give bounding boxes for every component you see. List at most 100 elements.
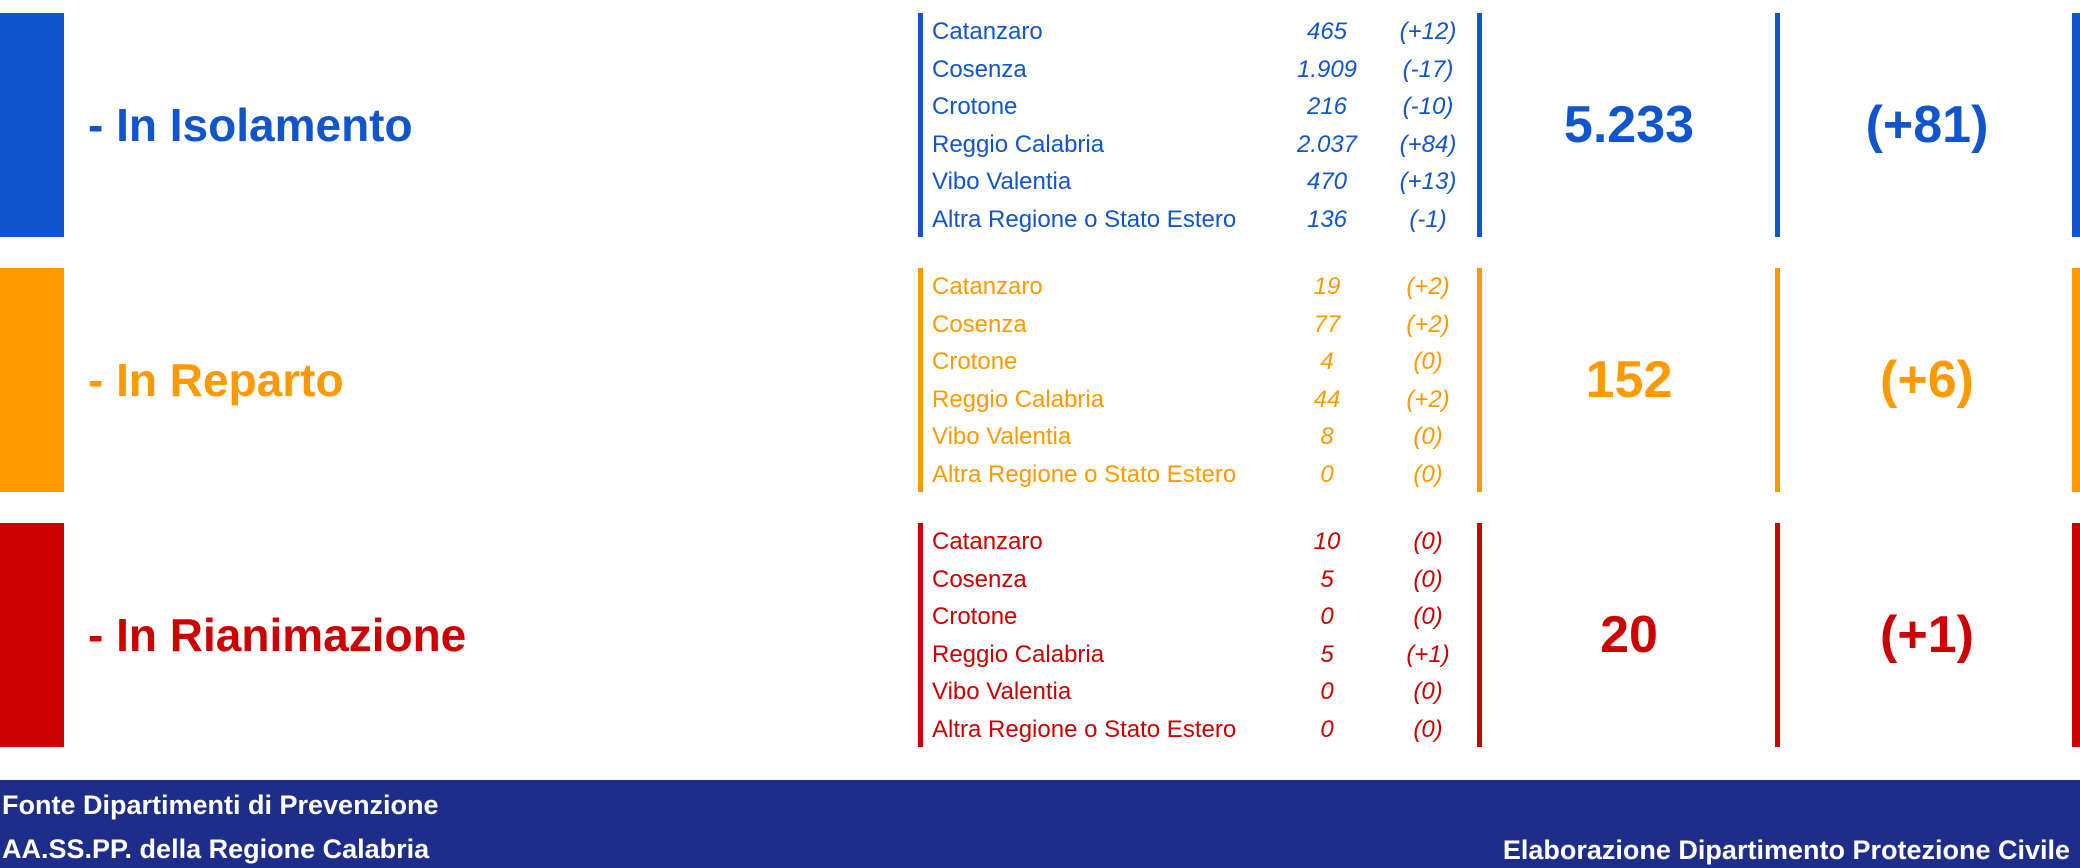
- footer: Fonte Dipartimenti di Prevenzione AA.SS.…: [0, 780, 2080, 868]
- section-title: - In Reparto: [88, 354, 344, 406]
- province-name: Cosenza: [932, 55, 1027, 83]
- table-left-border: [918, 13, 923, 237]
- table-row: Catanzaro 10 (0): [932, 523, 1472, 561]
- province-table: Catanzaro 465 (+12) Cosenza 1.909 (-17) …: [932, 13, 1472, 239]
- province-value: 465: [1306, 18, 1348, 45]
- section-total-delta: (+81): [1865, 96, 1989, 154]
- table-row: Crotone 0 (0): [932, 598, 1472, 636]
- province-name: Vibo Valentia: [932, 423, 1072, 451]
- table-row: Catanzaro 465 (+12): [932, 13, 1472, 51]
- province-delta: (+12): [1399, 18, 1457, 45]
- section-2: - In Rianimazione Catanzaro 10 (0) Cosen…: [0, 523, 2080, 747]
- table-right-border: [1477, 13, 1482, 237]
- total-divider: [1775, 523, 1780, 747]
- province-value: 5: [1320, 640, 1334, 668]
- table-row: Crotone 4 (0): [932, 343, 1472, 381]
- province-delta: (+1): [1406, 640, 1450, 668]
- section-total: 20: [1600, 606, 1658, 664]
- total-divider: [1775, 13, 1780, 237]
- province-value: 4: [1320, 348, 1334, 376]
- color-bar: [0, 523, 64, 747]
- province-value: 0: [1320, 603, 1334, 631]
- province-table: Catanzaro 19 (+2) Cosenza 77 (+2) Croton…: [932, 268, 1472, 494]
- table-row: Cosenza 77 (+2): [932, 306, 1472, 344]
- province-delta: (-10): [1402, 93, 1454, 121]
- province-delta: (+13): [1399, 168, 1457, 196]
- province-name: Catanzaro: [932, 18, 1043, 45]
- table-left-border: [918, 523, 923, 747]
- table-row: Reggio Calabria 2.037 (+84): [932, 126, 1472, 164]
- province-name: Vibo Valentia: [932, 678, 1072, 706]
- table-row: Crotone 216 (-10): [932, 88, 1472, 126]
- table-right-border: [1477, 523, 1482, 747]
- province-delta: (-1): [1409, 205, 1447, 233]
- section-title: - In Rianimazione: [88, 609, 467, 661]
- province-value: 470: [1306, 168, 1348, 196]
- table-row: Altra Regione o Stato Estero 0 (0): [932, 456, 1472, 494]
- province-name: Reggio Calabria: [932, 385, 1105, 413]
- table-row: Cosenza 1.909 (-17): [932, 51, 1472, 89]
- province-name: Altra Regione o Stato Estero: [932, 460, 1237, 488]
- table-row: Reggio Calabria 44 (+2): [932, 381, 1472, 419]
- province-value: 0: [1320, 460, 1334, 488]
- section-total: 5.233: [1563, 96, 1695, 154]
- section-title: - In Isolamento: [88, 99, 413, 151]
- right-edge-bar: [2072, 13, 2080, 237]
- province-delta: (-17): [1402, 55, 1454, 83]
- province-delta: (+2): [1406, 273, 1450, 300]
- province-value: 2.037: [1296, 130, 1358, 158]
- right-edge-bar: [2072, 268, 2080, 492]
- province-name: Crotone: [932, 348, 1018, 376]
- province-value: 216: [1306, 93, 1348, 121]
- province-value: 0: [1320, 715, 1334, 743]
- footer-source-line2: AA.SS.PP. della Regione Calabria: [2, 834, 430, 864]
- table-row: Vibo Valentia 0 (0): [932, 673, 1472, 711]
- section-total-delta: (+6): [1880, 351, 1974, 409]
- province-value: 44: [1313, 385, 1341, 413]
- province-value: 5: [1320, 565, 1334, 593]
- footer-credit: Elaborazione Dipartimento Protezione Civ…: [1502, 835, 2070, 865]
- province-delta: (0): [1413, 603, 1443, 631]
- province-value: 1.909: [1296, 55, 1358, 83]
- province-delta: (+2): [1406, 310, 1450, 338]
- province-delta: (0): [1413, 423, 1443, 451]
- province-delta: (0): [1413, 528, 1443, 555]
- province-delta: (0): [1413, 565, 1443, 593]
- table-row: Cosenza 5 (0): [932, 561, 1472, 599]
- province-name: Crotone: [932, 603, 1018, 631]
- right-edge-bar: [2072, 523, 2080, 747]
- section-1: - In Reparto Catanzaro 19 (+2) Cosenza 7…: [0, 268, 2080, 492]
- color-bar: [0, 13, 64, 237]
- table-row: Vibo Valentia 8 (0): [932, 418, 1472, 456]
- province-name: Vibo Valentia: [932, 168, 1072, 196]
- table-row: Altra Regione o Stato Estero 136 (-1): [932, 201, 1472, 239]
- province-name: Crotone: [932, 93, 1018, 121]
- province-value: 19: [1313, 273, 1341, 300]
- province-name: Altra Regione o Stato Estero: [932, 205, 1237, 233]
- section-total-delta: (+1): [1880, 606, 1974, 664]
- province-name: Catanzaro: [932, 528, 1043, 555]
- province-name: Catanzaro: [932, 273, 1043, 300]
- total-divider: [1775, 268, 1780, 492]
- province-delta: (+84): [1399, 130, 1457, 158]
- province-value: 10: [1313, 528, 1341, 555]
- table-row: Vibo Valentia 470 (+13): [932, 163, 1472, 201]
- table-right-border: [1477, 268, 1482, 492]
- color-bar: [0, 268, 64, 492]
- footer-source-line1: Fonte Dipartimenti di Prevenzione: [2, 790, 439, 820]
- province-delta: (+2): [1406, 385, 1450, 413]
- province-value: 8: [1320, 423, 1334, 451]
- province-delta: (0): [1413, 678, 1443, 706]
- table-row: Catanzaro 19 (+2): [932, 268, 1472, 306]
- province-value: 77: [1313, 310, 1341, 338]
- province-name: Cosenza: [932, 310, 1027, 338]
- province-name: Altra Regione o Stato Estero: [932, 715, 1237, 743]
- table-left-border: [918, 268, 923, 492]
- province-delta: (0): [1413, 460, 1443, 488]
- province-name: Reggio Calabria: [932, 640, 1105, 668]
- province-table: Catanzaro 10 (0) Cosenza 5 (0) Crotone 0…: [932, 523, 1472, 749]
- section-0: - In Isolamento Catanzaro 465 (+12) Cose…: [0, 13, 2080, 237]
- section-total: 152: [1585, 351, 1673, 409]
- province-value: 0: [1320, 678, 1334, 706]
- province-name: Cosenza: [932, 565, 1027, 593]
